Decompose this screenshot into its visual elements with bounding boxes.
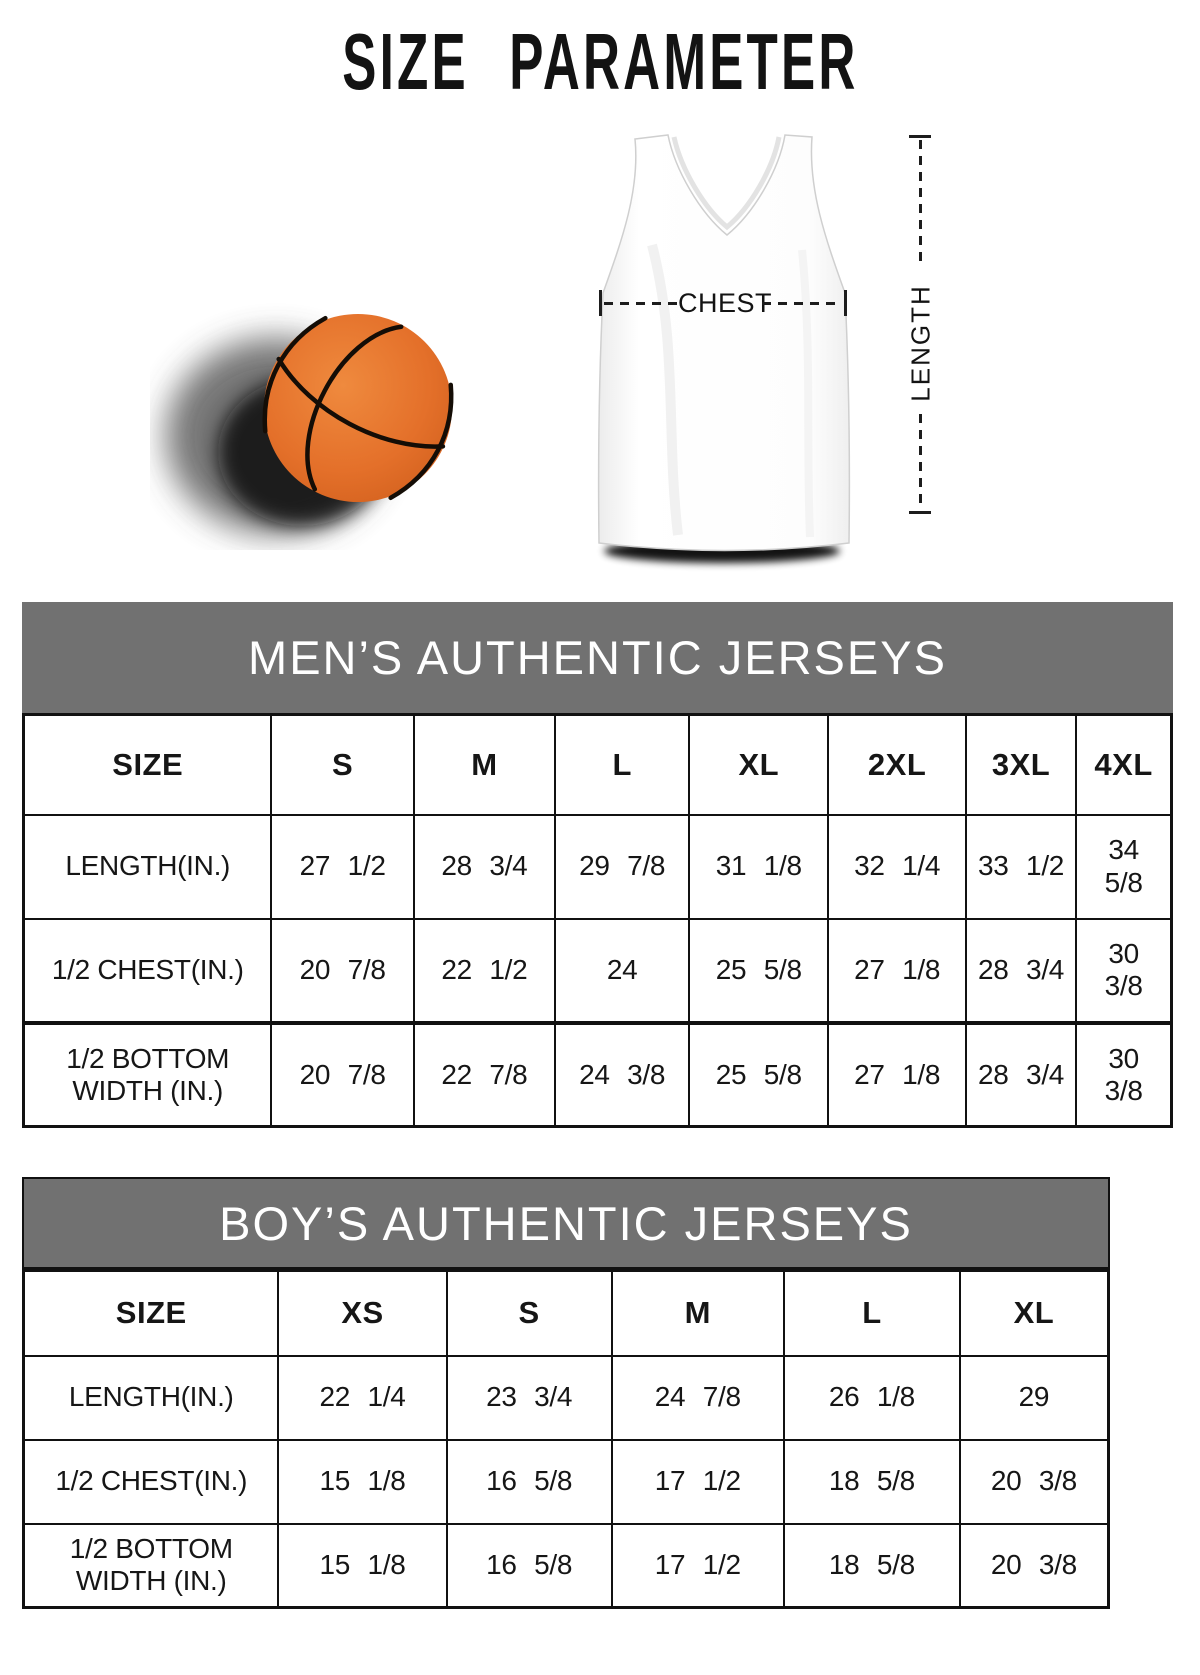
mens-table-title: MEN’S AUTHENTIC JERSEYS xyxy=(22,602,1173,713)
size-value: 22 1/4 xyxy=(277,1354,448,1441)
col-header: M xyxy=(610,1269,786,1357)
jersey-body xyxy=(597,134,851,552)
table-header-row: SIZE S M L XL 2XL 3XL 4XL xyxy=(22,713,1173,816)
size-value: 22 7/8 xyxy=(412,1020,557,1128)
table-row: LENGTH(IN.) 27 1/2 28 3/4 29 7/8 31 1/8 … xyxy=(22,813,1173,920)
col-header: XL xyxy=(958,1269,1110,1357)
row-label: 1/2 CHEST(IN.) xyxy=(22,917,273,1024)
col-header: 2XL xyxy=(827,713,967,816)
length-dash-top xyxy=(919,140,922,266)
size-value: 16 5/8 xyxy=(445,1522,613,1609)
size-header-cell: SIZE xyxy=(22,713,273,816)
mens-size-table: SIZE S M L XL 2XL 3XL 4XL LENGTH(IN.) 27… xyxy=(22,713,1173,1128)
col-header: XL xyxy=(688,713,830,816)
length-tick-top xyxy=(909,135,931,138)
chest-tick-left xyxy=(599,290,602,316)
size-header-cell: SIZE xyxy=(22,1269,280,1357)
size-value: 28 3/4 xyxy=(412,813,557,920)
size-value: 29 7/8 xyxy=(553,813,691,920)
size-value: 25 5/8 xyxy=(688,917,830,1024)
size-value: 26 1/8 xyxy=(783,1354,961,1441)
size-value: 18 5/8 xyxy=(783,1522,961,1609)
size-value: 28 3/4 xyxy=(964,1020,1078,1128)
chest-dash-left xyxy=(604,302,684,305)
size-value: 24 3/8 xyxy=(553,1020,691,1128)
col-header: 3XL xyxy=(964,713,1078,816)
size-value: 32 1/4 xyxy=(827,813,967,920)
size-value: 24 7/8 xyxy=(610,1354,786,1441)
page-title: SIZE PARAMETER xyxy=(341,17,859,106)
col-header: S xyxy=(270,713,415,816)
size-value: 28 3/4 xyxy=(964,917,1078,1024)
size-value: 20 3/8 xyxy=(958,1438,1110,1525)
table-row: 1/2 BOTTOM WIDTH (IN.) 20 7/8 22 7/8 24 … xyxy=(22,1020,1173,1128)
boys-size-table: SIZE XS S M L XL LENGTH(IN.) 22 1/4 23 3… xyxy=(22,1269,1110,1609)
row-label: 1/2 BOTTOM WIDTH (IN.) xyxy=(22,1522,280,1609)
col-header: L xyxy=(553,713,691,816)
table-row: 1/2 BOTTOM WIDTH (IN.) 15 1/8 16 5/8 17 … xyxy=(22,1522,1110,1609)
size-value: 27 1/8 xyxy=(827,1020,967,1128)
row-label: LENGTH(IN.) xyxy=(22,1354,280,1441)
size-value: 20 7/8 xyxy=(270,1020,415,1128)
size-value: 18 5/8 xyxy=(783,1438,961,1525)
page-title-wrap: SIZE PARAMETER xyxy=(0,16,1200,108)
size-value: 27 1/8 xyxy=(827,917,967,1024)
size-value: 17 1/2 xyxy=(610,1522,786,1609)
size-value: 22 1/2 xyxy=(412,917,557,1024)
size-value: 27 1/2 xyxy=(270,813,415,920)
jersey-crease-right xyxy=(798,249,814,538)
chest-dash-right xyxy=(762,302,842,305)
size-value: 15 1/8 xyxy=(277,1522,448,1609)
size-value: 29 xyxy=(958,1354,1110,1441)
size-value: 30 3/8 xyxy=(1075,917,1173,1024)
size-value: 15 1/8 xyxy=(277,1438,448,1525)
size-value: 16 5/8 xyxy=(445,1438,613,1525)
row-label: LENGTH(IN.) xyxy=(22,813,273,920)
length-tick-bottom xyxy=(909,511,931,514)
ball-body xyxy=(264,314,452,502)
size-value: 20 7/8 xyxy=(270,917,415,1024)
size-value: 31 1/8 xyxy=(688,813,830,920)
size-value: 23 3/4 xyxy=(445,1354,613,1441)
ball-seams xyxy=(262,315,454,501)
boys-size-section: BOY’S AUTHENTIC JERSEYS SIZE XS S M L XL… xyxy=(22,1177,1110,1609)
size-value: 17 1/2 xyxy=(610,1438,786,1525)
size-value: 30 3/8 xyxy=(1075,1020,1173,1128)
col-header: S xyxy=(445,1269,613,1357)
jersey-collar xyxy=(671,136,782,231)
table-header-row: SIZE XS S M L XL xyxy=(22,1269,1110,1357)
col-header: 4XL xyxy=(1075,713,1173,816)
table-row: 1/2 CHEST(IN.) 20 7/8 22 1/2 24 25 5/8 2… xyxy=(22,917,1173,1024)
chest-tick-right xyxy=(844,290,847,316)
length-dash-bottom xyxy=(919,414,922,510)
col-header: L xyxy=(783,1269,961,1357)
row-label: 1/2 CHEST(IN.) xyxy=(22,1438,280,1525)
table-row: LENGTH(IN.) 22 1/4 23 3/4 24 7/8 26 1/8 … xyxy=(22,1354,1110,1441)
col-header: M xyxy=(412,713,557,816)
chest-label: CHEST xyxy=(678,288,773,318)
col-header: XS xyxy=(277,1269,448,1357)
size-value: 25 5/8 xyxy=(688,1020,830,1128)
size-value: 20 3/8 xyxy=(958,1522,1110,1609)
table-row: 1/2 CHEST(IN.) 15 1/8 16 5/8 17 1/2 18 5… xyxy=(22,1438,1110,1525)
jersey-crease-left xyxy=(647,243,683,536)
row-label: 1/2 BOTTOM WIDTH (IN.) xyxy=(22,1020,273,1128)
mens-size-section: MEN’S AUTHENTIC JERSEYS SIZE S M L XL 2X… xyxy=(22,602,1173,1128)
jersey-image xyxy=(597,134,851,563)
basketball-image xyxy=(166,314,454,534)
boys-table-title: BOY’S AUTHENTIC JERSEYS xyxy=(22,1177,1110,1269)
size-value: 33 1/2 xyxy=(964,813,1078,920)
length-label: LENGTH xyxy=(905,284,936,402)
size-value: 34 5/8 xyxy=(1075,813,1173,920)
size-value: 24 xyxy=(553,917,691,1024)
